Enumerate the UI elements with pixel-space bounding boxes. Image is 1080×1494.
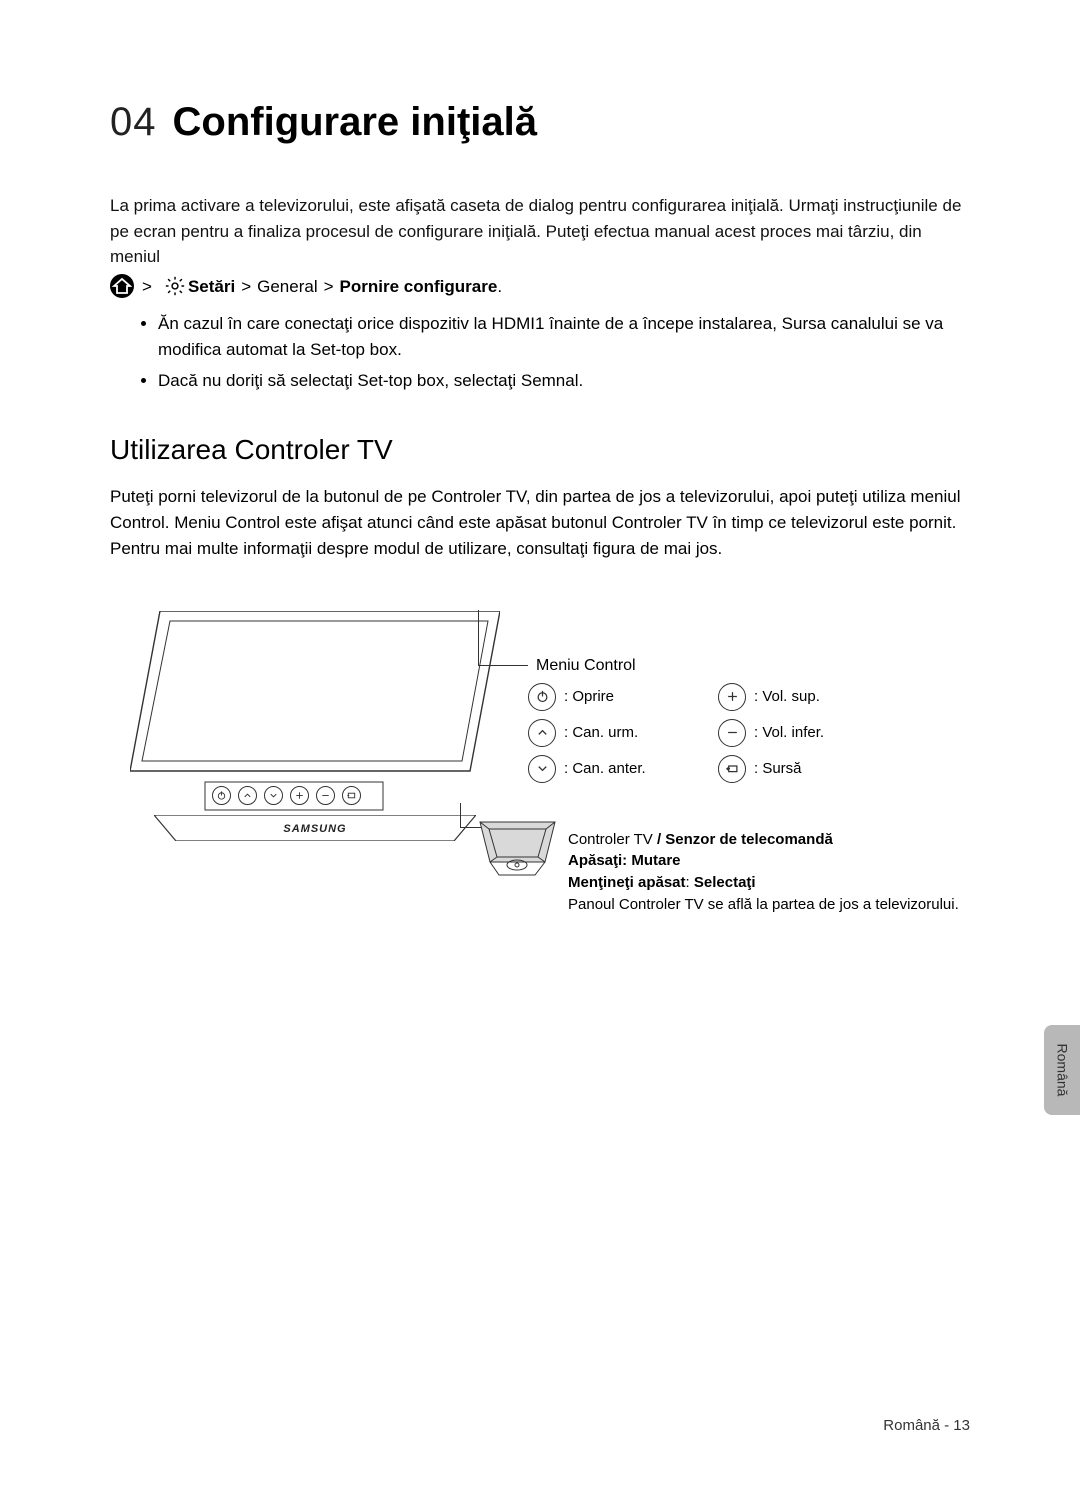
path-sep-3: > — [324, 274, 334, 300]
chevron-up-icon — [238, 786, 257, 805]
controller-line4: Panoul Controler TV se află la partea de… — [568, 894, 968, 916]
minus-icon — [316, 786, 335, 805]
menu-control-label: Meniu Control — [536, 657, 636, 675]
path-start: Pornire configurare — [340, 274, 498, 300]
legend-label: : Vol. sup. — [754, 688, 820, 705]
chapter-title: Configurare iniţială — [173, 100, 538, 145]
controller-line3-b: : — [686, 874, 694, 891]
path-general: General — [257, 274, 317, 300]
path-sep-2: > — [241, 274, 251, 300]
list-item: Dacă nu doriţi să selectaţi Set-top box,… — [158, 368, 970, 394]
chapter-title-row: 04 Configurare iniţială — [110, 100, 970, 145]
tv-illustration: SAMSUNG — [130, 611, 500, 851]
language-tab-label: Română — [1054, 1044, 1070, 1097]
section-paragraph: Puteţi porni televizorul de la butonul d… — [110, 484, 970, 563]
gear-icon — [164, 275, 186, 297]
path-sep-1: > — [142, 274, 152, 300]
legend-label: : Oprire — [564, 688, 614, 705]
controller-line3: Menţineţi apăsat: Selectaţi — [568, 872, 968, 894]
power-icon — [528, 683, 556, 711]
controller-line3-a: Menţineţi apăsat — [568, 874, 686, 891]
tv-diagram: SAMSUNG Meniu Control : Oprire : — [110, 597, 970, 967]
plus-icon — [290, 786, 309, 805]
controller-line1-b: / Senzor de telecomandă — [657, 831, 833, 848]
legend-row: : Oprire — [528, 683, 718, 711]
language-tab: Română — [1044, 1025, 1080, 1115]
list-item: Ăn cazul în care conectaţi orice dispozi… — [158, 311, 970, 362]
path-dot: . — [497, 274, 502, 300]
legend-label: : Sursă — [754, 760, 802, 777]
controller-description: Controler TV / Senzor de telecomandă Apă… — [568, 829, 968, 916]
controller-line1-a: Controler TV — [568, 831, 657, 848]
legend-row: : Vol. infer. — [718, 719, 898, 747]
source-icon — [342, 786, 361, 805]
controller-line1: Controler TV / Senzor de telecomandă — [568, 829, 968, 851]
legend-row: : Can. urm. — [528, 719, 718, 747]
chevron-down-icon — [264, 786, 283, 805]
minus-icon — [718, 719, 746, 747]
samsung-logo: SAMSUNG — [283, 823, 346, 835]
section-heading: Utilizarea Controler TV — [110, 434, 970, 466]
chapter-number: 04 — [110, 100, 157, 145]
legend-label: : Can. anter. — [564, 760, 646, 777]
page-footer: Română - 13 — [883, 1417, 970, 1434]
legend-label: : Vol. infer. — [754, 724, 824, 741]
home-icon — [110, 274, 134, 298]
controller-line2: Apăsaţi: Mutare — [568, 850, 968, 872]
controller-line3-c: Selectaţi — [694, 874, 756, 891]
chevron-up-icon — [528, 719, 556, 747]
legend-row: : Can. anter. — [528, 755, 718, 783]
path-settings: Setări — [188, 274, 235, 300]
plus-icon — [718, 683, 746, 711]
chevron-down-icon — [528, 755, 556, 783]
controller-closeup-icon — [475, 817, 560, 887]
legend-label: : Can. urm. — [564, 724, 638, 741]
control-panel-icons — [212, 786, 361, 805]
bullet-list: Ăn cazul în care conectaţi orice dispozi… — [158, 311, 970, 394]
leader-line — [478, 665, 528, 666]
icon-legend: : Oprire : Vol. sup. : Can. urm. : Vol. … — [528, 683, 898, 783]
source-icon — [718, 755, 746, 783]
power-icon — [212, 786, 231, 805]
menu-path: > Setări > General > Pornire configurare… — [110, 274, 970, 300]
legend-row: : Sursă — [718, 755, 898, 783]
legend-row: : Vol. sup. — [718, 683, 898, 711]
intro-paragraph: La prima activare a televizorului, este … — [110, 193, 970, 270]
